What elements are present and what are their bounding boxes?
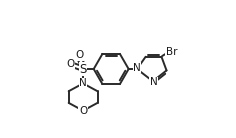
- Text: N: N: [150, 77, 157, 87]
- Text: S: S: [79, 63, 87, 75]
- Text: O: O: [66, 59, 74, 69]
- Text: Br: Br: [166, 47, 177, 57]
- Text: O: O: [75, 50, 83, 60]
- Text: N: N: [133, 63, 141, 73]
- Text: N: N: [79, 78, 87, 88]
- Text: O: O: [79, 106, 87, 116]
